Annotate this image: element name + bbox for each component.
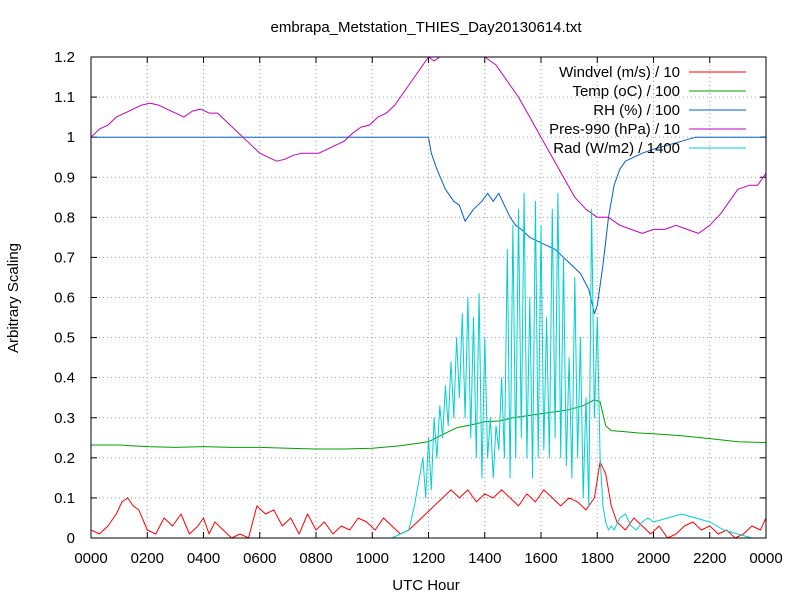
x-tick-label: 0800 xyxy=(299,550,332,567)
series-line-windvel xyxy=(91,461,766,538)
x-axis-title: UTC Hour xyxy=(392,577,460,594)
x-tick-label: 1600 xyxy=(524,550,557,567)
y-tick-label: 1 xyxy=(67,129,75,146)
plot-frame xyxy=(90,56,767,539)
legend-label: Pres-990 (hPa) / 10 xyxy=(549,121,680,138)
chart-title: embrapa_Metstation_THIES_Day20130614.txt xyxy=(270,19,582,36)
y-tick-label: 0 xyxy=(67,530,75,547)
legend-label: Rad (W/m2) / 1400 xyxy=(553,140,680,157)
x-tick-label: 0000 xyxy=(74,550,107,567)
legend-label: Temp (oC) / 100 xyxy=(572,83,680,100)
y-tick-label: 0.7 xyxy=(54,249,75,266)
y-tick-label: 0.2 xyxy=(54,450,75,467)
x-tick-label: 2000 xyxy=(637,550,670,567)
x-tick-label: 0000 xyxy=(749,550,782,567)
y-tick-label: 1.2 xyxy=(54,49,75,66)
legend-label: RH (%) / 100 xyxy=(593,102,680,119)
y-tick-label: 0.1 xyxy=(54,490,75,507)
series-line-pres-990 xyxy=(91,57,766,234)
series-line-rh xyxy=(91,136,766,314)
x-tick-label: 1400 xyxy=(468,550,501,567)
x-tick-label: 0200 xyxy=(131,550,164,567)
y-tick-label: 0.5 xyxy=(54,330,75,347)
y-axis-title: Arbitrary Scaling xyxy=(5,243,22,353)
x-tick-label: 1200 xyxy=(412,550,445,567)
x-tick-label: 1800 xyxy=(581,550,614,567)
y-tick-label: 0.6 xyxy=(54,290,75,307)
y-tick-label: 1.1 xyxy=(54,89,75,106)
y-tick-label: 0.3 xyxy=(54,410,75,427)
x-tick-label: 2200 xyxy=(693,550,726,567)
x-tick-label: 0600 xyxy=(243,550,276,567)
y-tick-label: 0.4 xyxy=(54,370,75,387)
y-tick-label: 0.9 xyxy=(54,169,75,186)
x-tick-label: 1000 xyxy=(356,550,389,567)
series-line-temp xyxy=(91,399,766,450)
x-tick-label: 0400 xyxy=(187,550,220,567)
series-line-rad xyxy=(91,192,766,538)
y-tick-label: 0.8 xyxy=(54,209,75,226)
legend: Windvel (m/s) / 10 Temp (oC) / 100 RH (%) … xyxy=(549,64,746,157)
y-axis-ticks: 0 0.1 0.2 0.3 0.4 0.5 0.6 0.7 0.8 0.9 1 1.1 1.2 xyxy=(54,49,766,547)
legend-label: Windvel (m/s) / 10 xyxy=(559,64,680,81)
x-axis-ticks: 0000 0200 0400 0600 0800 1000 1200 1400 1600 1800… xyxy=(74,57,783,567)
series-lines xyxy=(91,57,766,538)
